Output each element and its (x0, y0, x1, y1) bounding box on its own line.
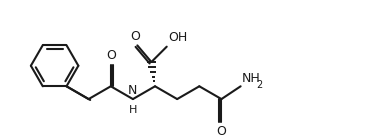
Text: H: H (129, 105, 137, 116)
Text: O: O (106, 49, 116, 62)
Text: 2: 2 (256, 80, 263, 90)
Text: N: N (128, 84, 138, 97)
Text: NH: NH (242, 72, 260, 85)
Text: O: O (131, 30, 141, 43)
Text: OH: OH (169, 31, 188, 44)
Text: O: O (217, 125, 226, 138)
